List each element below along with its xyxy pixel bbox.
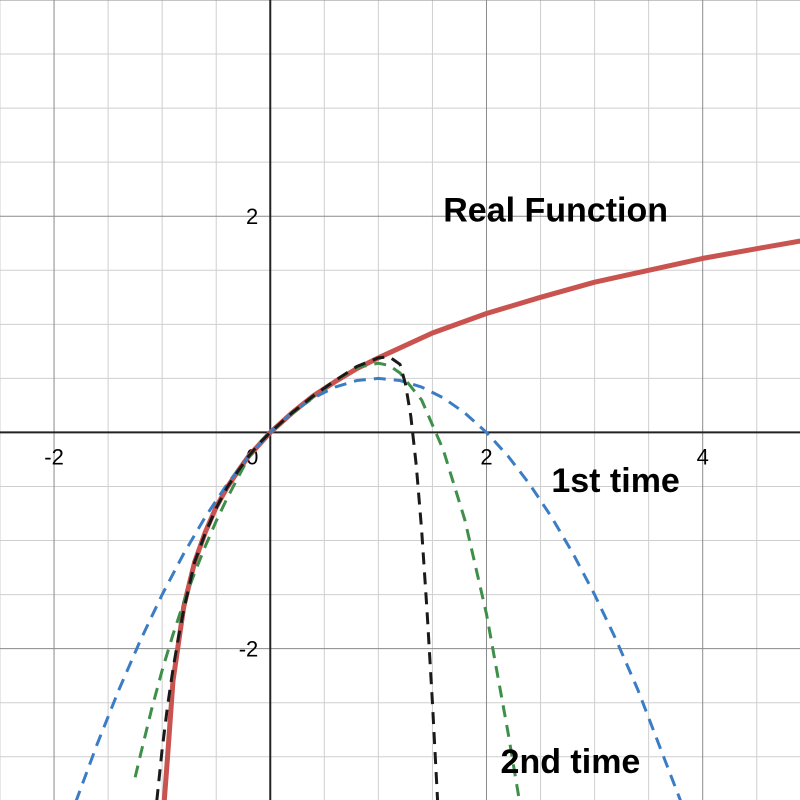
annotation-label: Real Function [443, 192, 668, 230]
series-line-real [161, 238, 800, 800]
series-line-taylor3 [155, 355, 440, 800]
y-tick-label: -2 [239, 637, 259, 662]
x-tick-label: -2 [44, 444, 64, 469]
series-layer [74, 238, 800, 800]
x-tick-label: 4 [697, 444, 709, 469]
x-tick-label: 2 [480, 444, 492, 469]
y-tick-label: 2 [246, 204, 258, 229]
annotation-layer: Real Function 1st time 2nd time [443, 192, 680, 781]
annotation-label: 1st time [551, 462, 680, 500]
series-line-taylor1 [74, 376, 682, 800]
series-line-taylor2 [133, 361, 521, 799]
annotation-label: 2nd time [501, 743, 641, 781]
